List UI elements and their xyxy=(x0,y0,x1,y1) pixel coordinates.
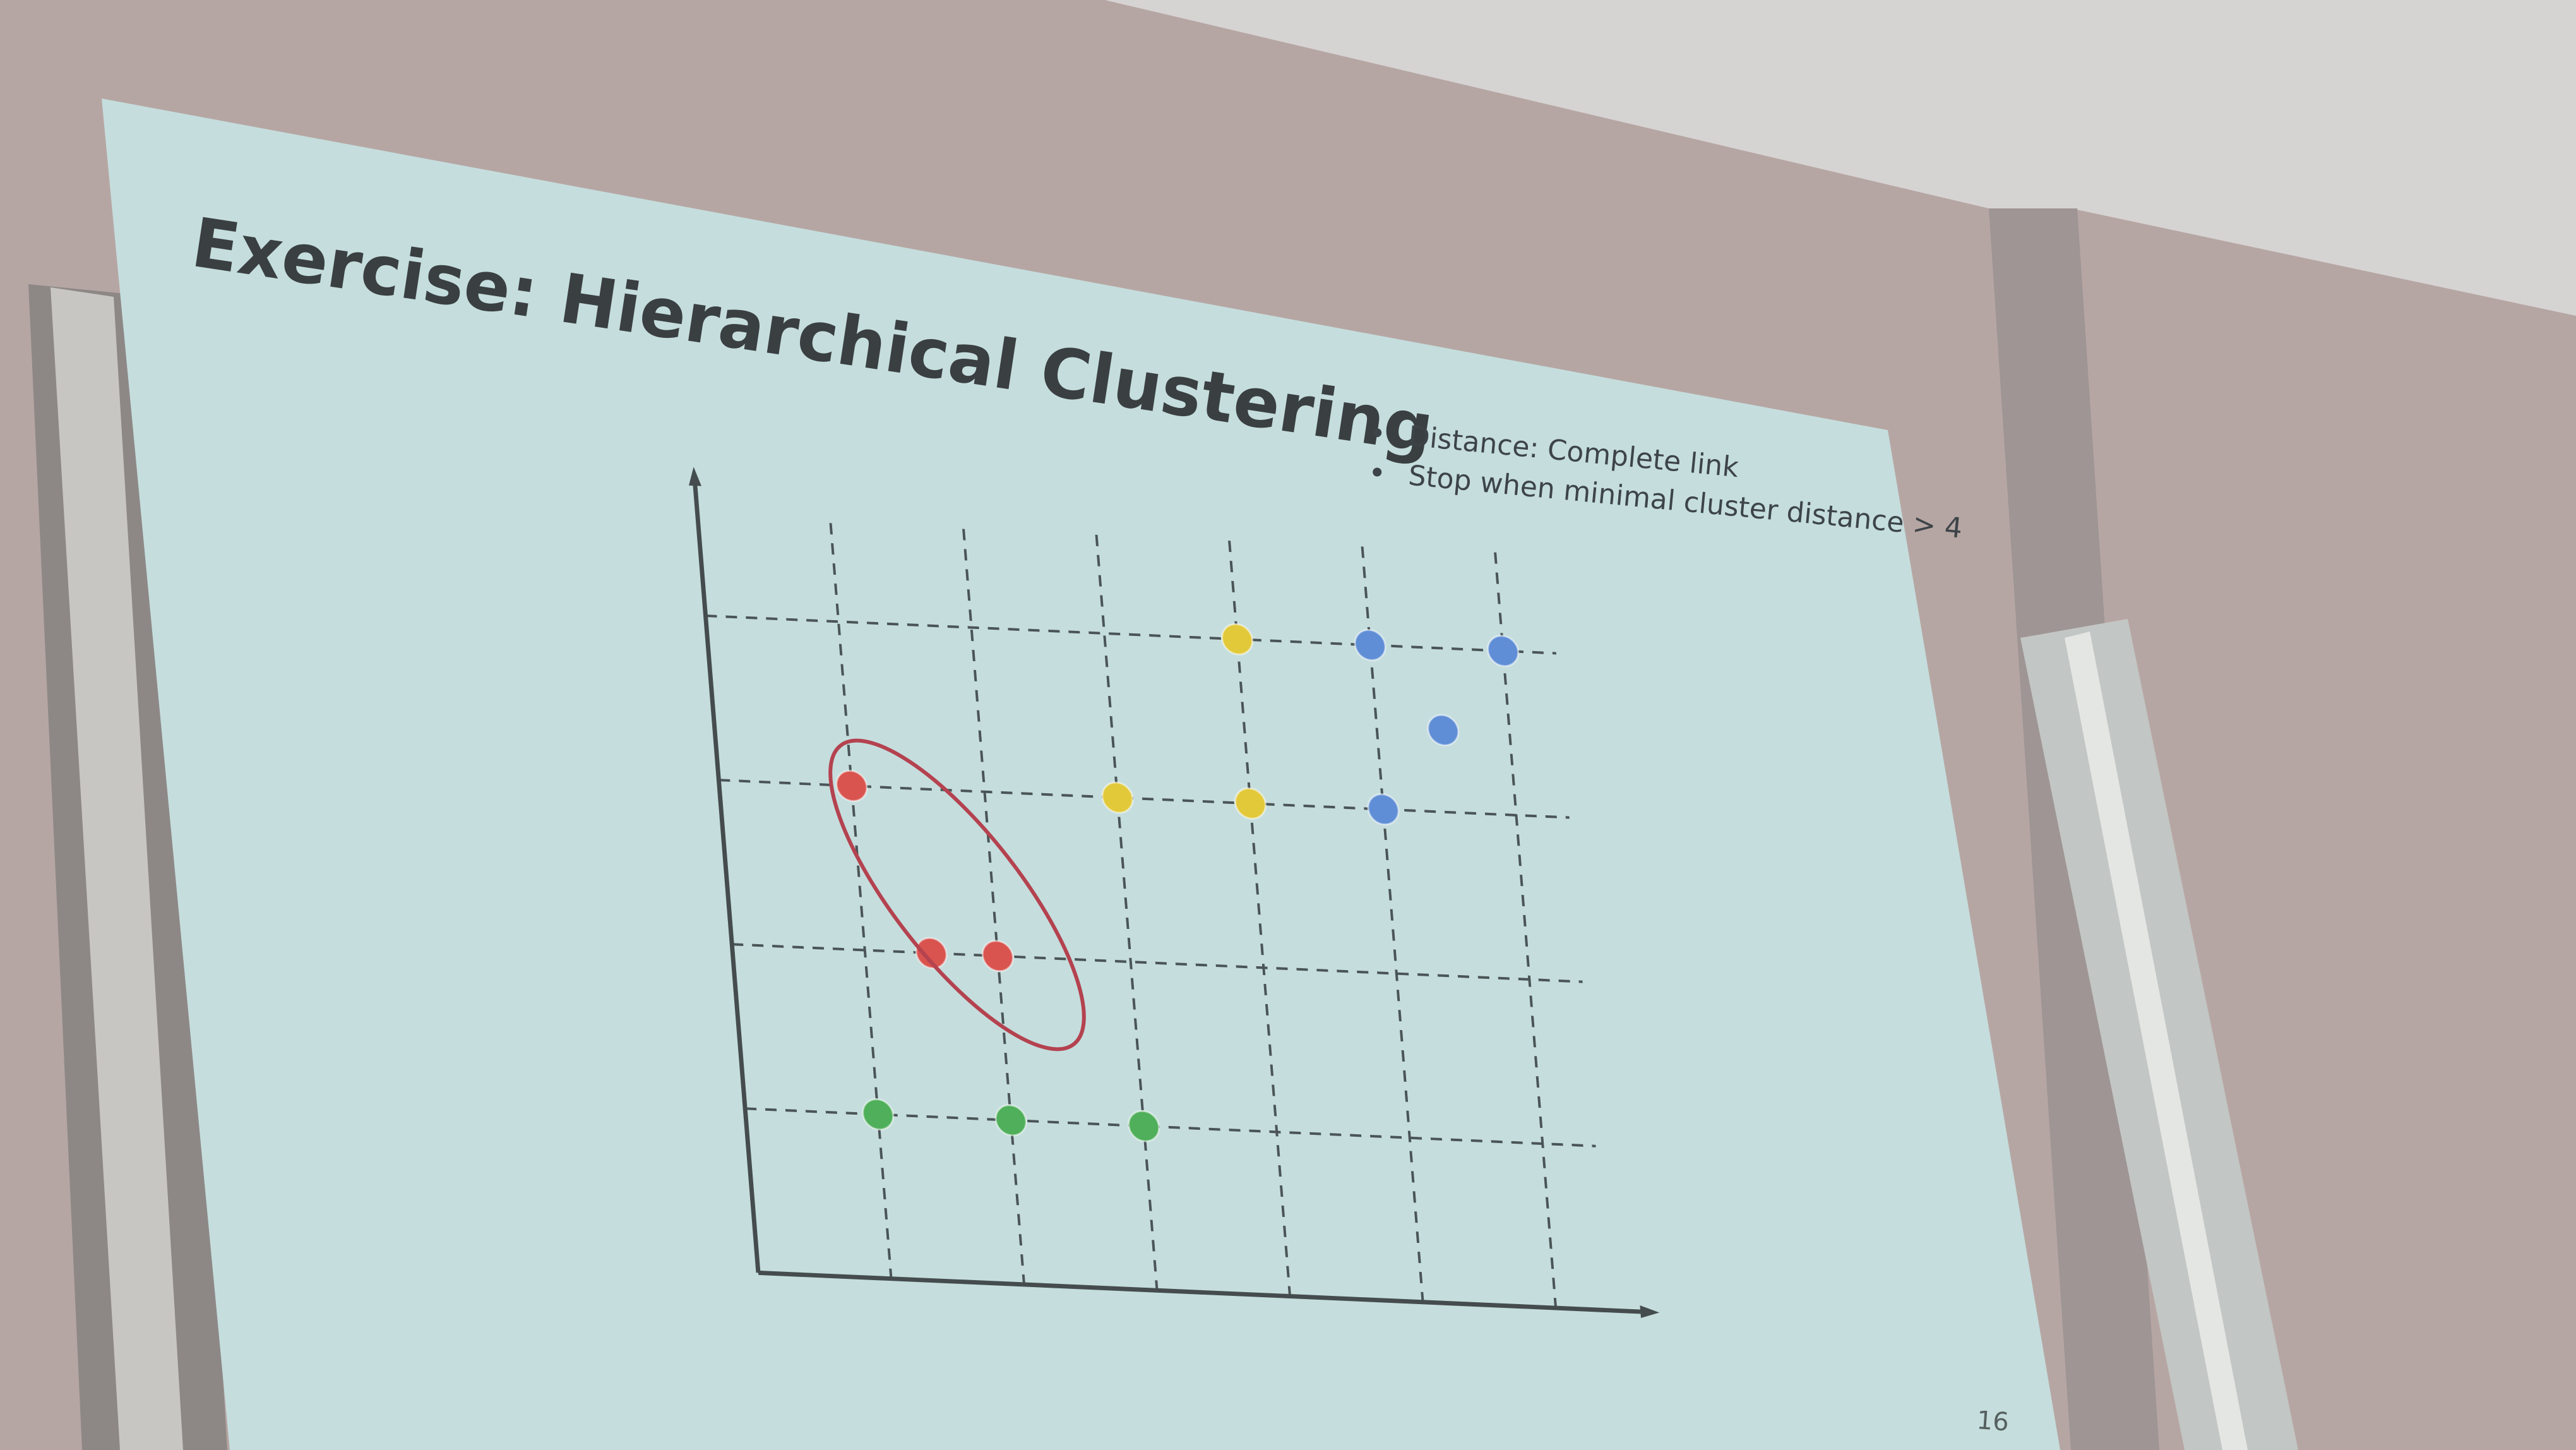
hand-drawn-circle xyxy=(828,738,1086,1052)
point xyxy=(1234,787,1267,820)
point xyxy=(1427,714,1460,746)
grid-line xyxy=(1494,552,1558,1309)
point xyxy=(835,769,868,802)
point xyxy=(1487,635,1520,668)
grid-line xyxy=(962,529,1026,1285)
board-rail-highlight xyxy=(2065,632,2248,1450)
grid-line xyxy=(1095,534,1159,1291)
grid-line xyxy=(732,943,1583,983)
board-frame-highlight xyxy=(51,287,183,1450)
y-axis xyxy=(692,479,761,1273)
point xyxy=(1354,629,1386,661)
point xyxy=(1128,1110,1160,1142)
point xyxy=(981,940,1014,973)
grid-line xyxy=(1228,541,1292,1297)
point xyxy=(994,1104,1027,1137)
point xyxy=(1367,793,1400,825)
grid-line xyxy=(1361,546,1424,1302)
grid-line xyxy=(705,614,1556,655)
x-axis-arrow xyxy=(1640,1305,1660,1318)
point xyxy=(1101,781,1134,814)
y-axis-arrow xyxy=(689,467,701,486)
plot xyxy=(689,467,1660,1318)
ceiling xyxy=(1105,0,2576,316)
page-number: 16 xyxy=(1976,1406,2010,1437)
bullet xyxy=(1373,467,1382,477)
slide xyxy=(102,99,2060,1450)
grid-line xyxy=(829,523,893,1279)
point xyxy=(862,1098,895,1131)
point xyxy=(915,937,948,969)
point xyxy=(1221,623,1254,656)
bullet xyxy=(1373,428,1382,438)
x-axis xyxy=(758,1270,1647,1314)
